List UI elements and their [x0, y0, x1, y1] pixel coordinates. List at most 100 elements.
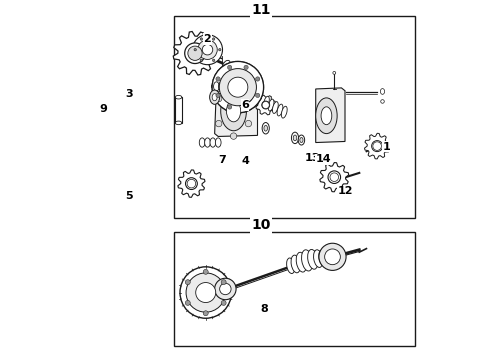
Circle shape: [245, 95, 252, 102]
Ellipse shape: [238, 68, 246, 78]
Polygon shape: [173, 31, 217, 75]
Ellipse shape: [220, 91, 246, 131]
Circle shape: [244, 105, 248, 109]
Circle shape: [328, 171, 341, 184]
Bar: [173, 16, 415, 217]
Text: 4: 4: [241, 156, 249, 166]
Text: 13: 13: [304, 153, 320, 163]
Ellipse shape: [301, 250, 313, 271]
Text: 2: 2: [204, 34, 211, 44]
Ellipse shape: [296, 252, 307, 272]
Text: 11: 11: [251, 3, 271, 17]
Circle shape: [216, 77, 220, 81]
Circle shape: [203, 311, 208, 316]
Ellipse shape: [319, 250, 327, 266]
Ellipse shape: [293, 135, 297, 141]
Circle shape: [203, 269, 208, 274]
Ellipse shape: [243, 70, 251, 81]
Text: 9: 9: [99, 104, 107, 114]
Ellipse shape: [199, 138, 205, 147]
Circle shape: [244, 65, 248, 69]
Ellipse shape: [300, 138, 303, 143]
Circle shape: [245, 120, 252, 127]
Circle shape: [185, 280, 190, 285]
Ellipse shape: [219, 82, 224, 91]
Ellipse shape: [214, 82, 220, 91]
Circle shape: [213, 59, 215, 62]
Polygon shape: [256, 95, 275, 115]
Circle shape: [188, 46, 202, 60]
Circle shape: [230, 83, 237, 89]
Text: 11: 11: [251, 3, 271, 17]
Circle shape: [194, 49, 196, 51]
Circle shape: [330, 173, 339, 181]
Bar: [175, 97, 182, 123]
Ellipse shape: [287, 258, 295, 274]
Circle shape: [186, 178, 197, 189]
Ellipse shape: [298, 135, 305, 145]
Circle shape: [221, 300, 226, 305]
Circle shape: [216, 93, 220, 98]
Ellipse shape: [291, 255, 300, 273]
Ellipse shape: [321, 107, 332, 125]
Ellipse shape: [292, 132, 298, 144]
Circle shape: [230, 133, 237, 139]
Circle shape: [255, 77, 260, 81]
Circle shape: [186, 273, 225, 312]
Ellipse shape: [226, 100, 241, 122]
Ellipse shape: [380, 89, 385, 94]
Circle shape: [220, 283, 231, 295]
Ellipse shape: [228, 63, 236, 74]
Ellipse shape: [212, 94, 217, 101]
Circle shape: [228, 77, 248, 97]
Ellipse shape: [324, 251, 330, 264]
Circle shape: [220, 69, 256, 106]
Ellipse shape: [210, 90, 220, 104]
Ellipse shape: [272, 102, 278, 113]
Circle shape: [200, 38, 202, 40]
Circle shape: [180, 267, 231, 318]
Text: 12: 12: [337, 186, 353, 197]
Ellipse shape: [381, 100, 384, 103]
Circle shape: [319, 243, 346, 270]
Ellipse shape: [222, 60, 230, 71]
Ellipse shape: [316, 98, 337, 134]
Circle shape: [255, 93, 260, 98]
Ellipse shape: [268, 99, 274, 111]
Circle shape: [262, 102, 270, 109]
Circle shape: [325, 249, 341, 265]
Circle shape: [219, 49, 221, 51]
Circle shape: [371, 141, 383, 152]
Text: 14: 14: [316, 154, 331, 164]
Circle shape: [221, 280, 226, 285]
Text: 10: 10: [251, 219, 271, 233]
Circle shape: [185, 300, 190, 305]
Text: 1: 1: [382, 142, 390, 152]
Polygon shape: [365, 133, 390, 159]
Ellipse shape: [281, 106, 287, 118]
Circle shape: [216, 120, 222, 127]
Polygon shape: [178, 170, 205, 197]
Circle shape: [227, 65, 232, 69]
Bar: [173, 232, 415, 346]
Polygon shape: [316, 88, 345, 143]
Ellipse shape: [264, 96, 270, 108]
Circle shape: [196, 283, 216, 302]
Circle shape: [185, 43, 205, 63]
Circle shape: [193, 35, 222, 65]
Circle shape: [215, 278, 236, 300]
Text: 6: 6: [241, 100, 249, 110]
Ellipse shape: [205, 138, 210, 147]
Circle shape: [212, 62, 264, 113]
Text: 3: 3: [125, 89, 133, 99]
Ellipse shape: [175, 95, 182, 99]
Ellipse shape: [314, 250, 323, 267]
Text: 7: 7: [218, 156, 226, 165]
Circle shape: [373, 142, 381, 150]
Polygon shape: [215, 84, 258, 136]
Circle shape: [333, 72, 336, 74]
Circle shape: [227, 105, 232, 109]
Ellipse shape: [233, 66, 241, 76]
Ellipse shape: [248, 72, 256, 83]
Ellipse shape: [264, 125, 268, 131]
